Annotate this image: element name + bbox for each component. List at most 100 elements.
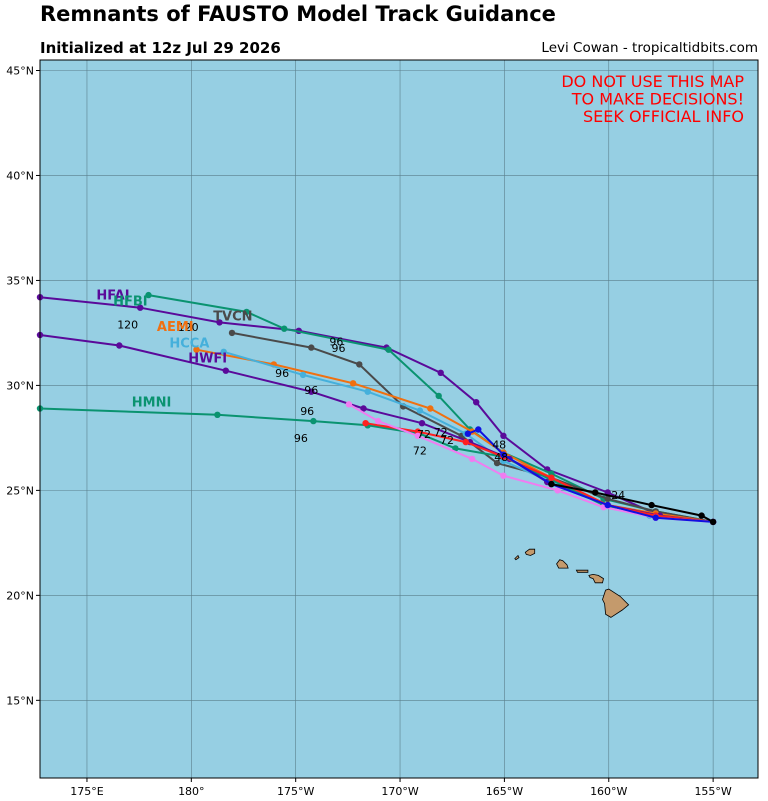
hcca-point (220, 348, 227, 355)
aemi-point (193, 346, 200, 353)
hwfi-point (418, 420, 426, 427)
hfbi-point (435, 392, 442, 400)
navgem-hour-label: 48 (492, 438, 506, 451)
hawaii-islands (514, 548, 630, 618)
warning-line: DO NOT USE THIS MAP (561, 72, 744, 91)
hwfi-point (116, 342, 123, 349)
hcca-hour-label: 96 (304, 384, 318, 397)
hcca-point (299, 371, 307, 379)
navgem-point (604, 501, 611, 509)
ofcl-point (548, 474, 555, 481)
hfbi-hour-label: 72 (440, 434, 454, 447)
navgem-point (652, 514, 659, 521)
ecmf-point (709, 518, 717, 526)
aemi-label: AEMI (157, 320, 194, 335)
island-molokai (575, 569, 589, 573)
tvcn-point (308, 344, 315, 351)
ofcl-point (362, 420, 369, 427)
hmni-hour-label: 96 (294, 432, 308, 445)
graticule (40, 60, 758, 778)
gfs-point (500, 472, 507, 479)
aemi-point (349, 380, 357, 387)
gfs-point (345, 401, 353, 408)
aemi-hour-label: 96 (275, 367, 289, 380)
lon-tick-label: 155°W (694, 785, 731, 798)
lon-tick-label: 175°E (70, 785, 103, 798)
ofcl-track (365, 422, 714, 523)
hmni-label: HMNI (132, 395, 172, 410)
hfbi-point (281, 325, 288, 332)
hmni-hour-label: 72 (413, 445, 427, 458)
hfbi-hour-label: 120 (178, 321, 199, 334)
tvcn-point (356, 361, 363, 368)
hfai-point (137, 304, 144, 311)
hwfi-point (222, 367, 229, 374)
lat-tick-label: 45°N (6, 64, 34, 77)
island-oahu (556, 559, 569, 569)
navgem-hour-label: 48 (494, 451, 508, 464)
gfs-hour-label: 72 (434, 426, 448, 439)
hwfi-label: HWFI (188, 351, 227, 366)
hfai-point (437, 369, 444, 376)
tvcn-track (231, 331, 714, 523)
hfbi-label: HFBI (113, 295, 148, 310)
lon-tick-label: 165°W (486, 785, 523, 798)
island-kauai (524, 548, 536, 556)
hfbi-point (243, 308, 250, 316)
ofcl-hour-label: 72 (417, 428, 431, 441)
hfai-point (216, 319, 223, 326)
lon-tick-label: 180° (178, 785, 205, 798)
tvcn-hour-label: 96 (332, 342, 346, 355)
page-title: Remnants of FAUSTO Model Track Guidance (40, 2, 556, 26)
hfbi-point (385, 346, 392, 353)
credit-text: Levi Cowan - tropicaltidbits.com (541, 40, 758, 56)
hfbi-hour-label: 96 (329, 336, 343, 349)
hcca-point (364, 388, 371, 395)
hfai-point (473, 399, 480, 406)
model-labels: 120 HFAI 120 96 72 HFBI 96 TVCN 96 AEMI 96 HCCA 96 HW… (96, 288, 625, 502)
tvcn-label: TVCN (213, 309, 252, 324)
hcca-label: HCCA (169, 337, 209, 352)
hmni-point (214, 411, 221, 418)
hmni-point (310, 417, 317, 425)
ecmf-point (592, 489, 599, 496)
ofcl-point (462, 438, 469, 446)
hmni-point (452, 445, 459, 452)
lon-tick-label: 175°W (277, 785, 314, 798)
hwfi-point (308, 388, 315, 395)
hfai-point (500, 432, 507, 439)
tvcn-point (604, 495, 611, 502)
navgem-point (500, 451, 507, 458)
model-tracks (36, 291, 717, 526)
map-frame (39, 59, 759, 779)
hfbi-point (145, 291, 152, 299)
hfai-label: HFAI (96, 288, 129, 303)
navgem-point (475, 426, 482, 433)
axis-ticks: 45°N 40°N 35°N 30°N 25°N 20°N 15°N 175°E 180° 175… (6, 64, 732, 798)
lat-tick-label: 15°N (6, 694, 34, 707)
navgem-point (464, 430, 472, 437)
init-time: Initialized at 12z Jul 29 2026 (40, 39, 281, 57)
warning-line: TO MAKE DECISIONS! (571, 90, 744, 109)
tvcn-point (493, 459, 501, 467)
lat-tick-label: 25°N (6, 484, 34, 497)
island-hawaii (602, 588, 630, 618)
hcca-point (416, 407, 424, 414)
hwfi-hour-label: 96 (300, 405, 314, 418)
gfs-point (374, 417, 382, 425)
ecmf-point (648, 501, 655, 509)
gfs-point (468, 455, 476, 463)
hfai-hour-label: 120 (117, 319, 138, 332)
gfs-point (414, 432, 421, 439)
island-niihau (514, 554, 520, 561)
ecmf-point (698, 512, 705, 519)
ecmf-point (548, 480, 555, 488)
lat-tick-label: 30°N (6, 379, 34, 392)
lon-tick-label: 160°W (590, 785, 627, 798)
aemi-point (427, 405, 434, 412)
tvcn-point (228, 329, 236, 337)
ecmf-hour-label: 24 (611, 489, 625, 502)
lat-tick-label: 20°N (6, 589, 34, 602)
